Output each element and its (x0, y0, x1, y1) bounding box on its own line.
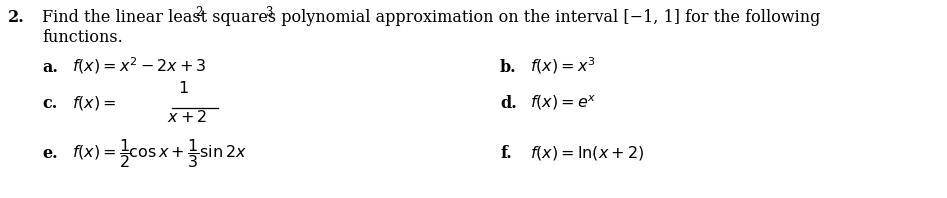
Text: d.: d. (500, 95, 517, 112)
Text: $x + 2$: $x + 2$ (167, 109, 207, 126)
Text: $f(x) = $: $f(x) = $ (72, 94, 116, 112)
Text: f.: f. (500, 145, 511, 162)
Text: functions.: functions. (42, 29, 123, 46)
Text: 2.: 2. (8, 9, 25, 26)
Text: $f(x) = x^2 - 2x + 3$: $f(x) = x^2 - 2x + 3$ (72, 56, 206, 76)
Text: 3: 3 (265, 6, 273, 19)
Text: Find the linear least squares polynomial approximation on the interval [−1, 1] f: Find the linear least squares polynomial… (42, 9, 820, 26)
Text: 2: 2 (195, 6, 203, 19)
Text: $1$: $1$ (178, 80, 188, 97)
Text: $f(x) = x^3$: $f(x) = x^3$ (530, 56, 596, 76)
Text: $f(x) = \ln(x + 2)$: $f(x) = \ln(x + 2)$ (530, 145, 644, 163)
Text: e.: e. (42, 145, 58, 162)
Text: $f(x) = e^x$: $f(x) = e^x$ (530, 94, 597, 112)
Text: $f(x) = \dfrac{1}{2}\!\cos x + \dfrac{1}{3}\sin 2x$: $f(x) = \dfrac{1}{2}\!\cos x + \dfrac{1}… (72, 137, 247, 170)
Text: c.: c. (42, 95, 57, 112)
Text: b.: b. (500, 59, 517, 76)
Text: a.: a. (42, 59, 58, 76)
